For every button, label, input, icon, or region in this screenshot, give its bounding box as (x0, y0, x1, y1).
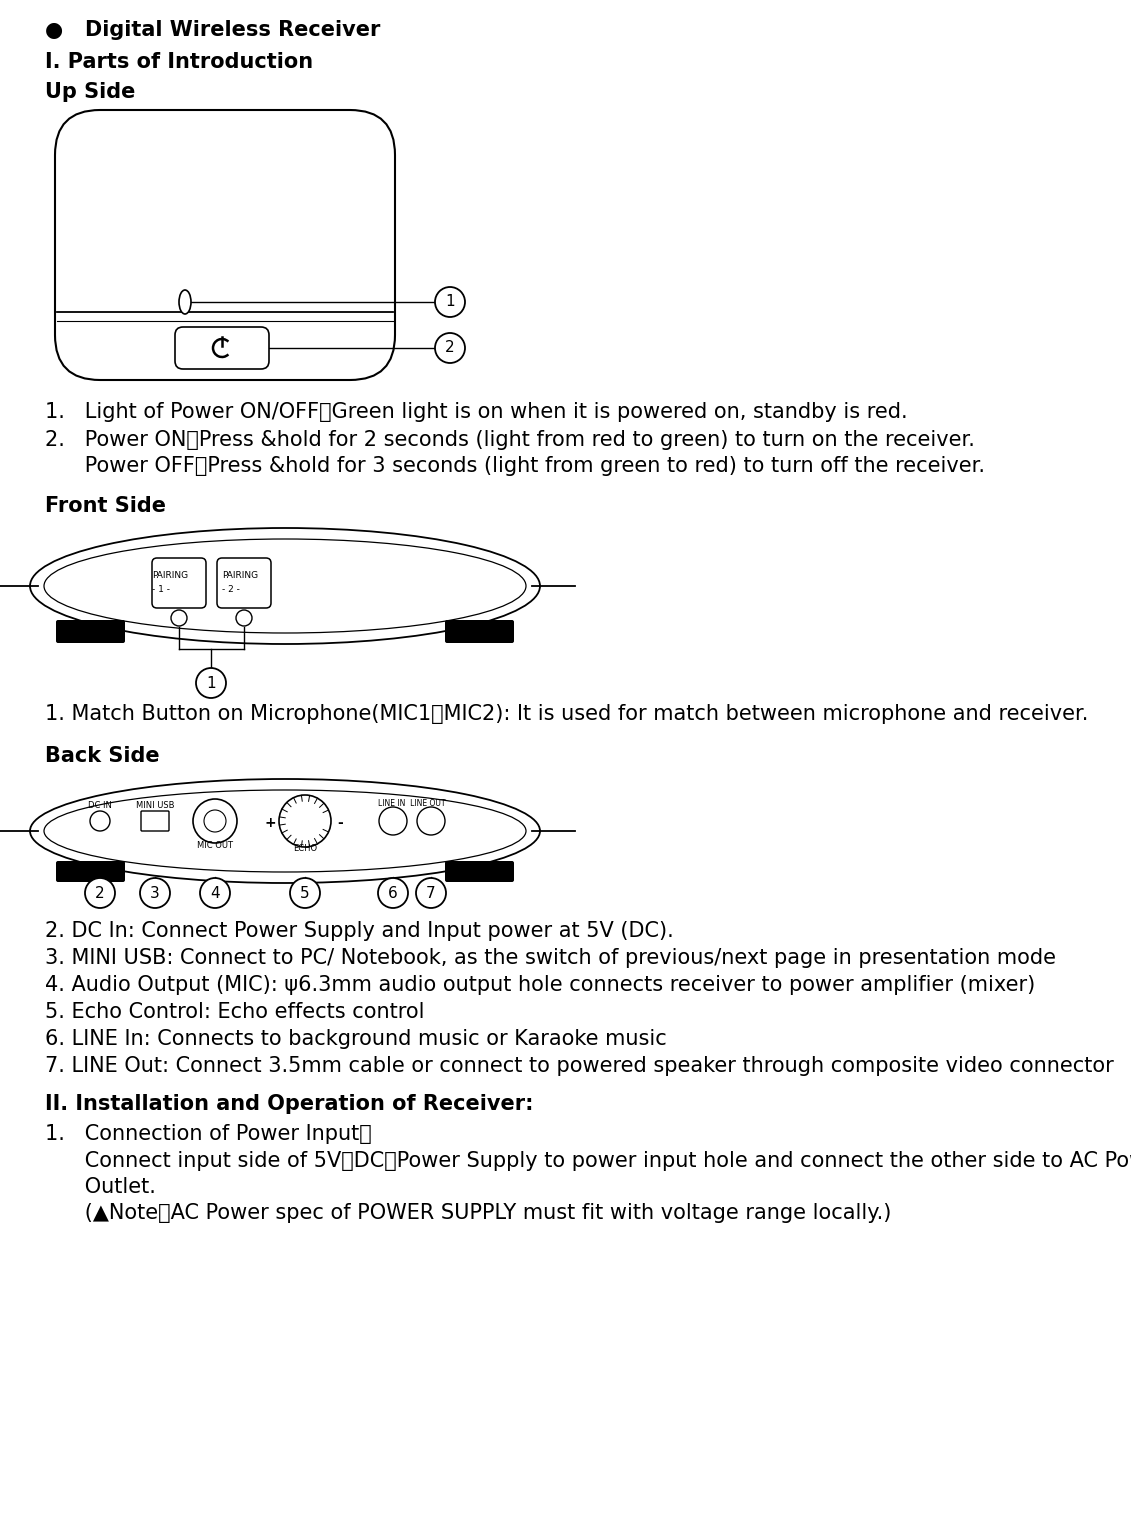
Text: I. Parts of Introduction: I. Parts of Introduction (45, 52, 313, 72)
Text: 3: 3 (150, 886, 159, 901)
Circle shape (379, 807, 407, 836)
Circle shape (85, 878, 115, 909)
Text: LINE IN  LINE OUT: LINE IN LINE OUT (378, 799, 446, 808)
Circle shape (236, 610, 252, 626)
Ellipse shape (31, 528, 539, 644)
Text: (▲Note：AC Power spec of POWER SUPPLY must fit with voltage range locally.): (▲Note：AC Power spec of POWER SUPPLY mus… (45, 1202, 891, 1224)
Text: 4. Audio Output (MIC): ψ6.3mm audio output hole connects receiver to power ampli: 4. Audio Output (MIC): ψ6.3mm audio outp… (45, 976, 1035, 995)
Text: PAIRING: PAIRING (152, 571, 188, 580)
Circle shape (140, 878, 170, 909)
Text: II. Installation and Operation of Receiver:: II. Installation and Operation of Receiv… (45, 1094, 534, 1114)
Text: +: + (265, 816, 276, 829)
Text: 7. LINE Out: Connect 3.5mm cable or connect to powered speaker through composite: 7. LINE Out: Connect 3.5mm cable or conn… (45, 1056, 1114, 1076)
FancyBboxPatch shape (57, 619, 126, 642)
Text: DC IN: DC IN (88, 801, 112, 810)
Ellipse shape (44, 790, 526, 872)
Circle shape (200, 878, 230, 909)
Text: MINI USB: MINI USB (136, 801, 174, 810)
Text: 1: 1 (446, 294, 455, 309)
Text: 6. LINE In: Connects to background music or Karaoke music: 6. LINE In: Connects to background music… (45, 1029, 667, 1049)
Circle shape (416, 878, 446, 909)
Circle shape (193, 799, 238, 843)
Ellipse shape (179, 291, 191, 314)
Circle shape (90, 811, 110, 831)
Text: Back Side: Back Side (45, 746, 159, 766)
Text: 5: 5 (300, 886, 310, 901)
Text: - 1 -: - 1 - (152, 584, 170, 594)
Text: 2: 2 (95, 886, 105, 901)
FancyBboxPatch shape (57, 861, 126, 883)
FancyBboxPatch shape (217, 559, 271, 607)
Text: 2: 2 (446, 341, 455, 356)
Text: 1.   Connection of Power Input：: 1. Connection of Power Input： (45, 1125, 372, 1145)
Text: MIC OUT: MIC OUT (197, 842, 233, 849)
Circle shape (196, 668, 226, 699)
Text: ECHO: ECHO (293, 845, 317, 852)
Text: 3. MINI USB: Connect to PC/ Notebook, as the switch of previous/next page in pre: 3. MINI USB: Connect to PC/ Notebook, as… (45, 948, 1056, 968)
Circle shape (279, 794, 331, 848)
Text: Front Side: Front Side (45, 496, 166, 516)
Circle shape (378, 878, 408, 909)
Ellipse shape (44, 539, 526, 633)
Text: 2. DC In: Connect Power Supply and Input power at 5V (DC).: 2. DC In: Connect Power Supply and Input… (45, 921, 674, 941)
FancyBboxPatch shape (152, 559, 206, 607)
FancyBboxPatch shape (141, 811, 169, 831)
Text: ●   Digital Wireless Receiver: ● Digital Wireless Receiver (45, 20, 380, 40)
Circle shape (290, 878, 320, 909)
Circle shape (435, 288, 465, 317)
FancyBboxPatch shape (444, 619, 513, 642)
Text: - 2 -: - 2 - (222, 584, 240, 594)
Text: Connect input side of 5V（DC）Power Supply to power input hole and connect the oth: Connect input side of 5V（DC）Power Supply… (45, 1151, 1131, 1170)
FancyBboxPatch shape (444, 861, 513, 883)
FancyBboxPatch shape (175, 327, 269, 368)
Text: Outlet.: Outlet. (45, 1177, 156, 1196)
Text: 5. Echo Control: Echo effects control: 5. Echo Control: Echo effects control (45, 1001, 424, 1021)
Text: 2.   Power ON：Press &hold for 2 seconds (light from red to green) to turn on the: 2. Power ON：Press &hold for 2 seconds (l… (45, 431, 975, 451)
Text: 6: 6 (388, 886, 398, 901)
Circle shape (204, 810, 226, 833)
Ellipse shape (31, 779, 539, 883)
Text: -: - (337, 816, 343, 829)
Text: 1: 1 (206, 676, 216, 691)
Text: Up Side: Up Side (45, 82, 136, 102)
Text: 4: 4 (210, 886, 219, 901)
Text: 1.   Light of Power ON/OFF：Green light is on when it is powered on, standby is r: 1. Light of Power ON/OFF：Green light is … (45, 402, 907, 422)
Circle shape (417, 807, 444, 836)
Text: 7: 7 (426, 886, 435, 901)
Text: 1. Match Button on Microphone(MIC1、MIC2): It is used for match between microphon: 1. Match Button on Microphone(MIC1、MIC2)… (45, 705, 1088, 724)
Circle shape (435, 333, 465, 364)
Circle shape (171, 610, 187, 626)
Text: Power OFF：Press &hold for 3 seconds (light from green to red) to turn off the re: Power OFF：Press &hold for 3 seconds (lig… (45, 457, 985, 476)
FancyBboxPatch shape (55, 110, 395, 380)
Text: PAIRING: PAIRING (222, 571, 258, 580)
